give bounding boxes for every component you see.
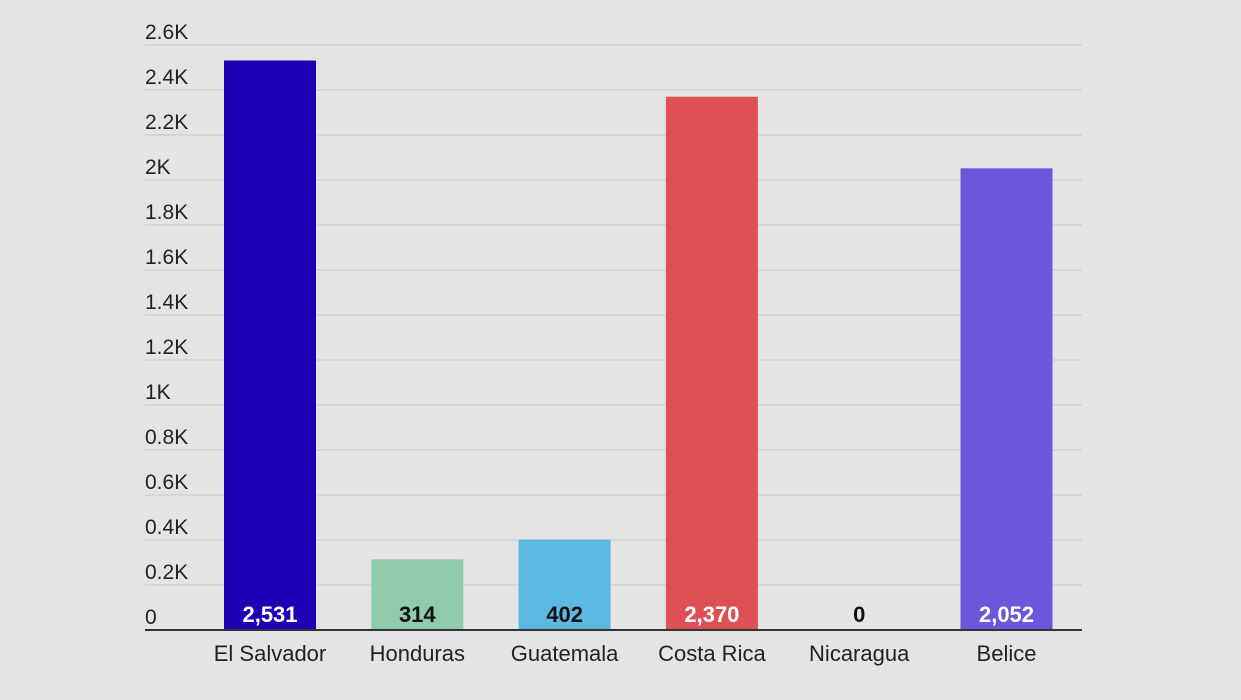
y-tick-label: 1.6K — [145, 246, 188, 269]
x-category-label: Honduras — [370, 641, 465, 666]
y-tick-label: 0.2K — [145, 561, 188, 584]
y-tick-label: 2.6K — [145, 21, 188, 44]
bar — [960, 168, 1053, 631]
bar — [371, 559, 464, 630]
bar-value-label: 0 — [853, 602, 865, 627]
y-tick-label: 1.2K — [145, 336, 188, 359]
bar — [224, 60, 316, 630]
x-category-label: El Salvador — [214, 641, 327, 666]
y-tick-label: 0.8K — [145, 426, 188, 449]
x-category-label: Guatemala — [511, 641, 619, 666]
y-tick-label: 2K — [145, 156, 171, 179]
y-tick-label: 2.4K — [145, 66, 188, 89]
y-tick-label: 0.4K — [145, 516, 188, 539]
y-tick-label: 1K — [145, 381, 171, 404]
y-tick-label: 1.8K — [145, 201, 188, 224]
x-category-label: Costa Rica — [658, 641, 766, 666]
bar-value-label: 402 — [546, 602, 583, 627]
bar-value-label: 2,052 — [979, 602, 1034, 627]
bar-value-label: 2,370 — [684, 602, 739, 627]
bar — [665, 96, 758, 630]
bar-value-label: 2,531 — [242, 602, 297, 627]
x-category-label: Belice — [977, 641, 1037, 666]
y-tick-label: 0 — [145, 606, 157, 629]
y-tick-label: 1.4K — [145, 291, 188, 314]
y-tick-label: 0.6K — [145, 471, 188, 494]
bar-value-label: 314 — [399, 602, 436, 627]
bar — [518, 539, 611, 630]
y-tick-label: 2.2K — [145, 111, 188, 134]
x-category-label: Nicaragua — [809, 641, 910, 666]
